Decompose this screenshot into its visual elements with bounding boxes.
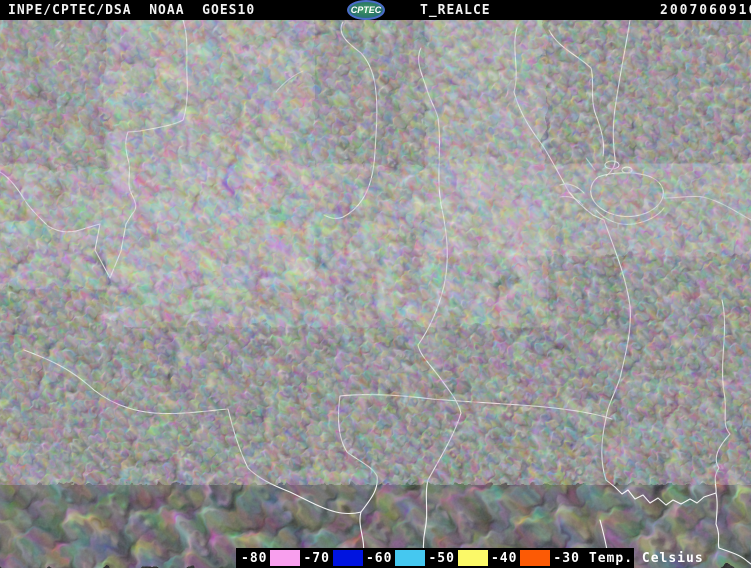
border-guyana-west <box>513 27 605 221</box>
legend-label-m80: -80 <box>241 550 268 566</box>
delta-island-2 <box>621 166 633 174</box>
cloud-field-northwest <box>0 23 240 228</box>
legend-swatch-m70-blue <box>332 550 363 566</box>
legend-title: Temp. Celsius <box>588 550 704 566</box>
border-lines <box>0 19 751 568</box>
border-amazonas-para <box>417 47 462 568</box>
legend-label-m60: -60 <box>365 550 393 566</box>
legend-swatch-m40-orange <box>520 550 551 566</box>
convective-cells-west <box>84 81 237 345</box>
border-colombia-west <box>0 171 101 233</box>
border-peru-bolivia <box>23 349 366 568</box>
convective-cells <box>0 17 751 351</box>
convective-mass-northwest <box>0 17 314 103</box>
delta-island-1 <box>604 160 620 170</box>
border-para-tocantins <box>601 219 705 506</box>
cptec-logo: CPTEC <box>347 0 385 20</box>
border-roraima <box>323 21 378 220</box>
legend-label-m30: -30 <box>553 550 580 566</box>
header-bar: INPE/CPTEC/DSA NOAA GOES10 T_REALCE 2007… <box>0 0 751 20</box>
convective-cells-central <box>396 250 512 351</box>
product-name-label: T_REALCE <box>420 3 491 18</box>
border-amapa <box>605 19 631 177</box>
border-matogrosso-horizontal <box>339 394 613 420</box>
convective-cells-northeast <box>539 32 751 225</box>
cptec-logo-text: CPTEC <box>350 5 382 15</box>
legend-label-m40: -40 <box>490 550 518 566</box>
legend-swatch-m60-cyan <box>395 550 426 566</box>
border-tocantins-east <box>703 299 751 565</box>
border-guyana-east <box>548 29 605 157</box>
border-matogrosso-junction <box>337 395 378 513</box>
legend-label-m70: -70 <box>303 550 330 566</box>
coastline-marajo-island <box>590 172 664 218</box>
border-leticia-wedge <box>94 223 127 279</box>
legend-swatch-m80-pink <box>270 550 301 566</box>
legend-label-m50: -50 <box>428 550 455 566</box>
legend-swatch-m50-yellow <box>457 550 488 566</box>
station-satellite-label: INPE/CPTEC/DSA NOAA GOES10 <box>8 3 256 18</box>
timestamp-label: 200706091615 <box>660 3 751 18</box>
convective-cells-north-central <box>268 23 491 151</box>
temperature-legend: -80 -70 -60 -50 -40 -30 Temp. Celsius <box>236 548 703 568</box>
coastline-amazon-delta <box>559 157 665 225</box>
